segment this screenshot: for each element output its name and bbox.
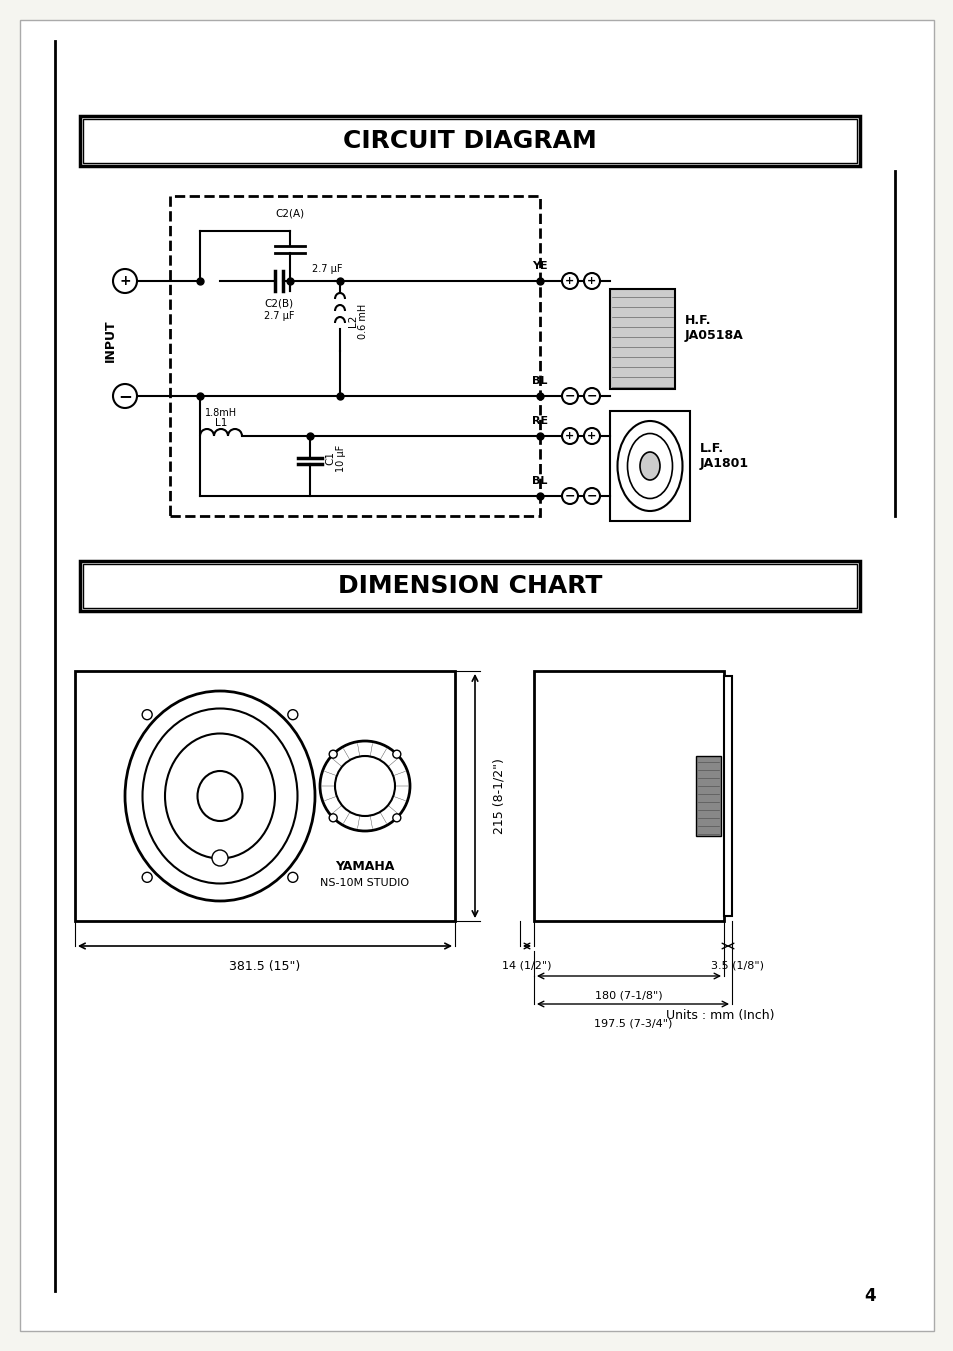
Circle shape	[561, 273, 578, 289]
Circle shape	[288, 873, 297, 882]
Circle shape	[583, 388, 599, 404]
Circle shape	[393, 750, 400, 758]
Ellipse shape	[617, 422, 681, 511]
Text: H.F.
JA0518A: H.F. JA0518A	[684, 315, 743, 343]
Text: L1: L1	[214, 417, 227, 428]
Text: 3.5 (1/8"): 3.5 (1/8")	[711, 961, 763, 970]
Ellipse shape	[319, 740, 410, 831]
Ellipse shape	[335, 757, 395, 816]
Text: 180 (7-1/8"): 180 (7-1/8")	[595, 990, 662, 1000]
Ellipse shape	[142, 708, 297, 884]
Text: C2(B): C2(B)	[264, 299, 294, 309]
Text: +: +	[565, 431, 574, 440]
Circle shape	[288, 709, 297, 720]
Circle shape	[583, 273, 599, 289]
Text: DIMENSION CHART: DIMENSION CHART	[337, 574, 601, 598]
Text: BL: BL	[532, 476, 547, 486]
Text: +: +	[565, 276, 574, 286]
Text: INPUT: INPUT	[103, 320, 116, 362]
Text: 2.7 μF: 2.7 μF	[312, 263, 342, 274]
Bar	[609, 289, 675, 389]
Text: C1: C1	[325, 451, 335, 465]
Circle shape	[142, 873, 152, 882]
Text: 197.5 (7-3/4"): 197.5 (7-3/4")	[593, 1019, 672, 1028]
Text: CIRCUIT DIAGRAM: CIRCUIT DIAGRAM	[343, 128, 597, 153]
Text: C2(A): C2(A)	[275, 209, 304, 219]
Circle shape	[112, 269, 137, 293]
Text: 1.8mH: 1.8mH	[205, 408, 236, 417]
Text: −: −	[564, 489, 575, 503]
Circle shape	[561, 488, 578, 504]
Circle shape	[329, 813, 336, 821]
Bar	[80, 561, 859, 611]
Ellipse shape	[165, 734, 274, 858]
Bar	[83, 119, 856, 163]
Bar	[696, 757, 720, 836]
Ellipse shape	[197, 771, 242, 821]
Text: +: +	[587, 431, 596, 440]
Text: NS-10M STUDIO: NS-10M STUDIO	[320, 878, 409, 888]
Circle shape	[142, 709, 152, 720]
Ellipse shape	[627, 434, 672, 499]
Text: 14 (1/2"): 14 (1/2")	[501, 961, 551, 970]
Bar	[723, 676, 731, 916]
Text: −: −	[118, 386, 132, 405]
Text: −: −	[564, 389, 575, 403]
Text: 0.6 mH: 0.6 mH	[357, 304, 368, 339]
Circle shape	[583, 488, 599, 504]
Text: −: −	[586, 489, 597, 503]
Text: L2: L2	[348, 315, 357, 327]
Ellipse shape	[125, 690, 314, 901]
Circle shape	[212, 850, 228, 866]
Bar	[609, 411, 689, 521]
Text: Units : mm (Inch): Units : mm (Inch)	[665, 1009, 774, 1023]
Text: −: −	[586, 389, 597, 403]
Text: 2.7 μF: 2.7 μF	[263, 311, 294, 322]
Circle shape	[112, 384, 137, 408]
Circle shape	[393, 813, 400, 821]
Text: YAMAHA: YAMAHA	[335, 859, 395, 873]
Bar	[75, 671, 455, 921]
Bar	[534, 671, 723, 921]
Bar	[80, 116, 859, 166]
Text: 4: 4	[863, 1288, 875, 1305]
Text: 381.5 (15"): 381.5 (15")	[229, 961, 300, 973]
Bar	[170, 196, 539, 516]
Text: 215 (8-1/2"): 215 (8-1/2")	[493, 758, 505, 834]
Bar	[83, 563, 856, 608]
Circle shape	[561, 388, 578, 404]
Text: BL: BL	[532, 376, 547, 386]
Circle shape	[329, 750, 336, 758]
Circle shape	[583, 428, 599, 444]
Text: +: +	[587, 276, 596, 286]
Ellipse shape	[639, 453, 659, 480]
Text: YE: YE	[532, 261, 547, 272]
Text: +: +	[119, 274, 131, 288]
Text: L.F.
JA1801: L.F. JA1801	[700, 442, 748, 470]
Text: RE: RE	[532, 416, 547, 426]
Text: 10 μF: 10 μF	[335, 444, 346, 471]
Circle shape	[561, 428, 578, 444]
